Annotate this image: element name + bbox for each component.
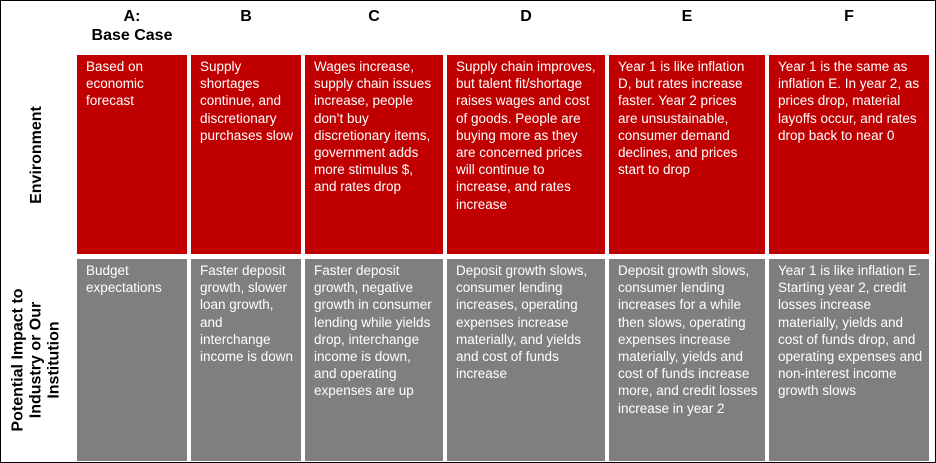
column-header-a: A: Base Case	[77, 7, 187, 53]
impact-cell-c: Faster deposit growth, negative growth i…	[305, 259, 443, 461]
column-header-f: F	[769, 7, 929, 53]
column-header-b: B	[191, 7, 301, 53]
environment-cell-b: Supply shortages continue, and discretio…	[191, 55, 301, 254]
row-label-text: Potential Impact to Industry or Our Inst…	[10, 288, 63, 432]
column-name: Base Case	[91, 27, 173, 44]
column-letter: B	[240, 8, 252, 25]
impact-cell-e: Deposit growth slows, consumer lending i…	[609, 259, 765, 461]
environment-cell-e: Year 1 is like inflation D, but rates in…	[609, 55, 765, 254]
column-letter: C	[368, 8, 380, 25]
row-label-environment: Environment	[1, 55, 73, 254]
column-letter: F	[844, 8, 854, 25]
environment-cell-f: Year 1 is the same as inflation E. In ye…	[769, 55, 929, 254]
impact-cell-a: Budget expectations	[77, 259, 187, 461]
column-header-d: D	[447, 7, 605, 53]
column-header-c: C	[305, 7, 443, 53]
column-header-e: E	[609, 7, 765, 53]
column-letter: D	[520, 8, 532, 25]
environment-cell-a: Based on economic forecast	[77, 55, 187, 254]
column-letter: A:	[123, 8, 141, 25]
impact-cell-f: Year 1 is like inflation E. Starting yea…	[769, 259, 929, 461]
row-label-impact: Potential Impact to Industry or Our Inst…	[1, 259, 73, 461]
row-label-text: Environment	[28, 105, 46, 204]
column-letter: E	[681, 8, 693, 25]
environment-cell-d: Supply chain improves, but talent fit/sh…	[447, 55, 605, 254]
environment-cell-c: Wages increase, supply chain issues incr…	[305, 55, 443, 254]
impact-cell-b: Faster deposit growth, slower loan growt…	[191, 259, 301, 461]
impact-cell-d: Deposit growth slows, consumer lending i…	[447, 259, 605, 461]
